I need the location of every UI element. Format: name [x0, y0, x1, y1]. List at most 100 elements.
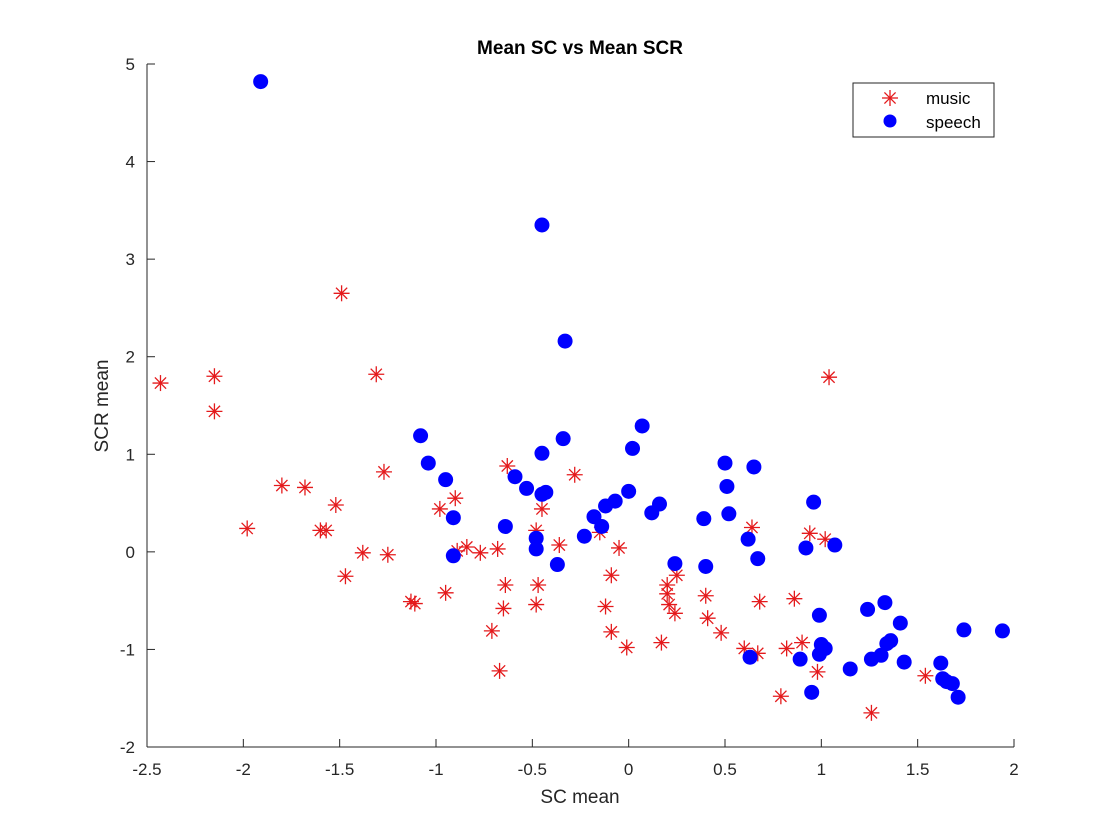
speech-point: [438, 472, 454, 488]
speech-point: [750, 551, 766, 567]
music-point: [489, 540, 506, 557]
speech-point: [696, 511, 712, 527]
speech-point: [538, 484, 554, 500]
music-point: [368, 366, 385, 383]
speech-point: [625, 440, 641, 456]
speech-point: [557, 333, 573, 349]
music-point: [491, 662, 508, 679]
music-point: [611, 539, 628, 556]
speech-point: [950, 689, 966, 705]
music-point: [603, 567, 620, 584]
speech-point: [798, 540, 814, 556]
speech-point: [420, 455, 436, 471]
speech-point: [892, 615, 908, 631]
y-tick-label: 5: [126, 55, 135, 74]
speech-point: [528, 530, 544, 546]
y-tick-label: 1: [126, 445, 135, 464]
music-point: [431, 500, 448, 517]
y-tick-label: 3: [126, 250, 135, 269]
music-point: [497, 577, 514, 594]
music-point: [821, 369, 838, 386]
music-point: [239, 520, 256, 537]
music-point: [653, 634, 670, 651]
speech-point: [877, 595, 893, 611]
legend-box: [852, 82, 995, 138]
speech-point: [253, 74, 269, 90]
music-point: [406, 595, 423, 612]
speech-point: [792, 651, 808, 667]
music-point: [327, 497, 344, 514]
music-point: [273, 477, 290, 494]
music-point: [152, 375, 169, 392]
speech-point: [746, 459, 762, 475]
speech-point: [534, 445, 550, 461]
speech-point: [740, 531, 756, 547]
speech-point: [827, 537, 843, 553]
x-tick-label: -1: [428, 760, 443, 779]
music-point: [697, 587, 714, 604]
music-point: [597, 598, 614, 615]
speech-point: [534, 217, 550, 233]
y-axis-label: SCR mean: [92, 360, 113, 453]
legend: music speech: [852, 82, 995, 138]
speech-point: [944, 676, 960, 692]
speech-point: [717, 455, 733, 471]
music-point: [528, 596, 545, 613]
music-point: [499, 457, 516, 474]
music-point: [533, 500, 550, 517]
x-tick-label: -2: [236, 760, 251, 779]
speech-point: [994, 623, 1010, 639]
speech-point: [719, 478, 735, 494]
music-point: [354, 544, 371, 561]
speech-point: [445, 548, 461, 564]
music-point: [206, 403, 223, 420]
legend-music-marker: [882, 90, 898, 106]
music-point: [809, 663, 826, 680]
y-tick-label: -2: [120, 738, 135, 757]
music-point: [778, 640, 795, 657]
music-point: [659, 585, 676, 602]
speech-point: [806, 494, 822, 510]
music-point: [699, 610, 716, 627]
speech-point: [698, 558, 714, 574]
x-tick-label: 2: [1009, 760, 1018, 779]
music-point: [786, 590, 803, 607]
speech-point: [883, 633, 899, 649]
music-point: [713, 624, 730, 641]
music-point: [318, 522, 335, 539]
speech-point: [445, 510, 461, 526]
x-tick-label: 1.5: [906, 760, 930, 779]
music-point: [801, 525, 818, 542]
speech-point: [933, 655, 949, 671]
music-point: [337, 568, 354, 585]
speech-point: [651, 496, 667, 512]
music-point: [794, 634, 811, 651]
speech-point: [742, 649, 758, 665]
music-point: [375, 463, 392, 480]
music-point: [296, 479, 313, 496]
x-tick-label: -1.5: [325, 760, 354, 779]
data-marks: [152, 74, 1010, 721]
music-point: [566, 466, 583, 483]
speech-point: [634, 418, 650, 434]
speech-point: [528, 541, 544, 557]
y-tick-label: 4: [126, 153, 135, 172]
chart-title: Mean SC vs Mean SCR: [477, 38, 683, 59]
legend-music-asterisk: [882, 90, 898, 106]
music-point: [379, 546, 396, 563]
speech-point: [667, 556, 683, 572]
music-point: [206, 368, 223, 385]
speech-point: [811, 607, 827, 623]
speech-point: [413, 428, 429, 444]
speech-point: [721, 506, 737, 522]
speech-point: [860, 601, 876, 617]
x-tick-label: -2.5: [132, 760, 161, 779]
legend-speech-label: speech: [926, 113, 981, 132]
music-point: [530, 577, 547, 594]
speech-point: [607, 493, 623, 509]
speech-point: [555, 431, 571, 447]
speech-point: [621, 483, 637, 499]
speech-point: [956, 622, 972, 638]
speech-point: [507, 469, 523, 485]
